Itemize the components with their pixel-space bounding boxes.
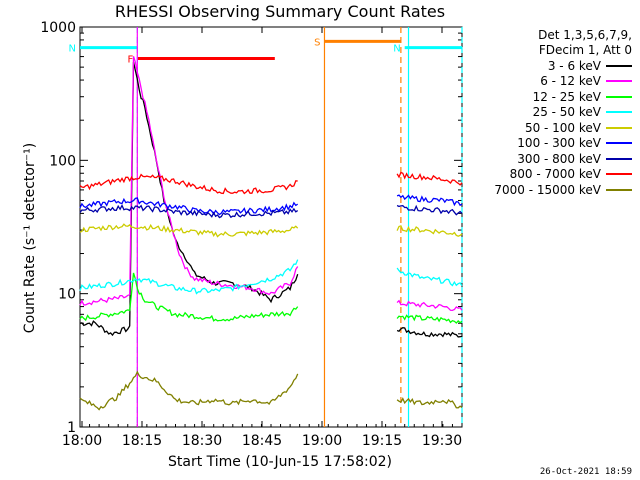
legend-entry: 100 - 300 keV xyxy=(482,136,636,152)
y-axis-label: Count Rate (s⁻¹ detector⁻¹) xyxy=(22,142,38,334)
legend: Det 1,3,5,6,7,9, FDecim 1, Att 0 3 - 6 k… xyxy=(482,28,636,198)
legend-entry: 25 - 50 keV xyxy=(482,105,636,121)
x-axis-label: Start Time (10-Jun-15 17:58:02) xyxy=(168,454,392,470)
x-tick-label: 18:30 xyxy=(182,433,222,449)
series-line xyxy=(396,194,463,207)
legend-swatch xyxy=(606,126,632,129)
series-lines xyxy=(79,56,463,411)
chart-title: RHESSI Observing Summary Count Rates xyxy=(114,2,446,21)
legend-swatch xyxy=(606,80,632,83)
legend-swatch xyxy=(606,188,632,191)
flag-label: N xyxy=(69,44,76,55)
x-tick-label: 19:15 xyxy=(362,433,402,449)
series-line xyxy=(79,61,299,337)
series-line xyxy=(79,56,299,306)
y-tick-label: 1000 xyxy=(40,20,76,36)
legend-entry: 800 - 7000 keV xyxy=(482,167,636,183)
event-markers xyxy=(136,27,463,427)
series-line xyxy=(396,397,463,409)
series-line xyxy=(396,267,463,287)
series-line xyxy=(79,204,299,219)
legend-swatch xyxy=(606,157,632,160)
series-line xyxy=(79,173,298,195)
legend-swatch xyxy=(606,173,632,176)
legend-entry: 12 - 25 keV xyxy=(482,89,636,105)
x-tick-label: 18:00 xyxy=(62,433,102,449)
flag-label: F xyxy=(128,55,134,66)
flag-label: N xyxy=(393,44,400,55)
legend-entries: 3 - 6 keV 6 - 12 keV 12 - 25 keV 25 - 50 ke… xyxy=(482,58,636,198)
x-axis-ticks: 18:00 18:15 18:30 18:45 19:00 19:15 19:30 xyxy=(62,27,463,449)
legend-entry: 3 - 6 keV xyxy=(482,58,636,74)
legend-label: 7000 - 15000 keV xyxy=(494,182,601,197)
legend-label: 12 - 25 keV xyxy=(532,89,601,104)
series-line xyxy=(79,197,299,216)
legend-header-line-2: FDecim 1, Att 0 xyxy=(538,43,632,57)
legend-entry: 300 - 800 keV xyxy=(482,151,636,167)
series-line xyxy=(396,327,463,338)
legend-label: 300 - 800 keV xyxy=(517,151,601,166)
series-line xyxy=(79,259,299,295)
legend-swatch xyxy=(606,111,632,114)
legend-label: 800 - 7000 keV xyxy=(509,167,601,182)
series-line xyxy=(396,225,463,237)
x-tick-label: 18:15 xyxy=(122,433,162,449)
y-axis-ticks: 1 10 100 1000 xyxy=(40,20,462,436)
legend-label: 25 - 50 keV xyxy=(532,105,601,120)
legend-entry: 6 - 12 keV xyxy=(482,74,636,90)
series-line xyxy=(396,171,463,186)
x-tick-label: 19:30 xyxy=(422,433,462,449)
series-line xyxy=(396,299,463,312)
legend-entry: 50 - 100 keV xyxy=(482,120,636,136)
series-line xyxy=(79,272,299,322)
y-tick-label: 100 xyxy=(49,153,76,169)
legend-swatch xyxy=(606,64,632,67)
legend-label: 3 - 6 keV xyxy=(547,58,601,73)
legend-label: 6 - 12 keV xyxy=(540,74,601,89)
legend-entry: 7000 - 15000 keV xyxy=(482,182,636,198)
x-tick-label: 18:45 xyxy=(242,433,282,449)
flag-label: S xyxy=(314,37,320,48)
y-tick-label: 10 xyxy=(58,287,76,303)
y-tick-label: 1 xyxy=(67,420,76,436)
footer-timestamp: 26-Oct-2021 18:59 xyxy=(539,467,632,477)
series-line xyxy=(79,223,299,238)
legend-label: 100 - 300 keV xyxy=(517,136,601,151)
series-line xyxy=(79,370,299,411)
legend-label: 50 - 100 keV xyxy=(524,120,601,135)
legend-header-line-1: Det 1,3,5,6,7,9, xyxy=(538,28,632,42)
series-line xyxy=(396,204,463,216)
legend-swatch xyxy=(606,142,632,145)
legend-swatch xyxy=(606,95,632,98)
flag-bars: N N F S xyxy=(69,37,462,66)
x-tick-label: 19:00 xyxy=(302,433,342,449)
series-line xyxy=(396,314,463,324)
